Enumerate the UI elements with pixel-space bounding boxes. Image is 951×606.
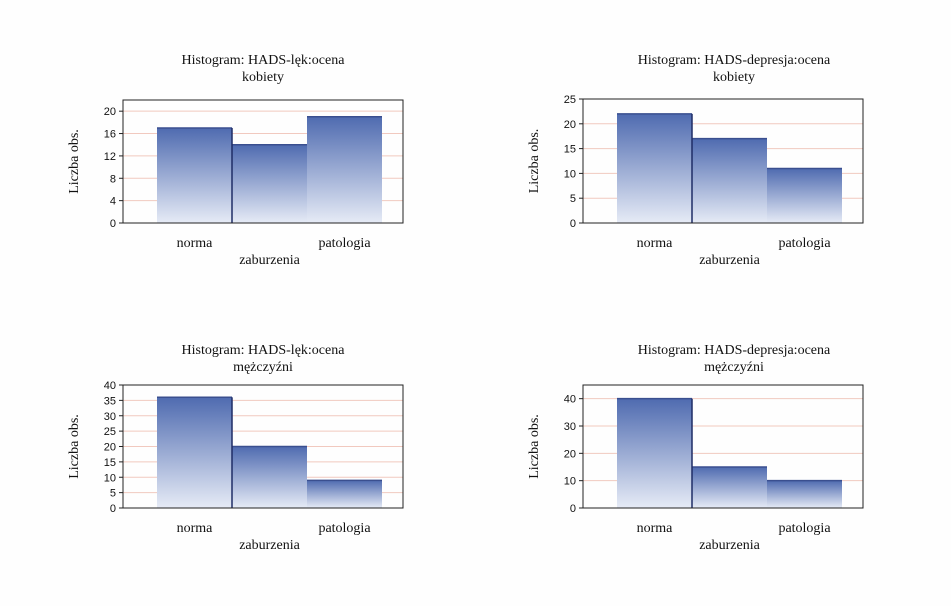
y-tick-label: 0 (110, 503, 116, 515)
bar-norma (617, 398, 692, 508)
chart-panel-4: Histogram: HADS-depresja:ocena mężczyźni 0… (527, 343, 864, 553)
y-axis-label: Liczba obs. (527, 129, 542, 194)
y-tick-label: 10 (104, 472, 116, 484)
chart-subtitle: kobiety (713, 70, 755, 85)
y-tick-label: 5 (570, 193, 576, 205)
chart-title: Histogram: HADS-depresja:ocena (638, 53, 831, 68)
bar-norma (617, 113, 692, 223)
y-tick-label: 0 (110, 218, 116, 230)
y-tick-label: 40 (564, 394, 576, 406)
y-tick-label: 16 (104, 129, 116, 141)
y-tick-label: 30 (104, 411, 116, 423)
bar-patologia (767, 168, 842, 223)
x-category-label-patologia: patologia (778, 236, 831, 251)
y-tick-label: 10 (564, 476, 576, 488)
bar-norma (157, 127, 232, 223)
bar-zaburzenia (692, 138, 767, 223)
y-axis-label: Liczba obs. (67, 129, 82, 194)
x-category-label-norma: norma (637, 236, 674, 251)
bar-zaburzenia (232, 446, 307, 508)
y-axis-label: Liczba obs. (527, 414, 542, 479)
y-tick-label: 4 (110, 196, 116, 208)
bar-patologia (307, 116, 382, 223)
bar-norma (157, 397, 232, 508)
x-category-label-patologia: patologia (778, 521, 831, 536)
x-category-label-norma: norma (637, 521, 674, 536)
y-tick-label: 35 (104, 395, 116, 407)
bar-patologia (307, 480, 382, 508)
y-tick-label: 8 (110, 173, 116, 185)
x-category-label-zaburzenia: zaburzenia (699, 253, 760, 268)
y-tick-label: 0 (570, 503, 576, 515)
x-category-label-zaburzenia: zaburzenia (699, 538, 760, 553)
y-tick-label: 0 (570, 218, 576, 230)
y-tick-label: 12 (104, 151, 116, 163)
y-tick-label: 25 (564, 94, 576, 106)
chart-panel-2: Histogram: HADS-depresja:ocena kobiety 0 5 1… (527, 53, 864, 268)
y-tick-label: 15 (104, 457, 116, 469)
x-category-label-patologia: patologia (318, 521, 371, 536)
chart-title: Histogram: HADS-lęk:ocena (182, 343, 346, 358)
y-tick-label: 15 (564, 144, 576, 156)
x-category-label-patologia: patologia (318, 236, 371, 251)
y-tick-label: 20 (104, 442, 116, 454)
y-tick-label: 10 (564, 168, 576, 180)
plot-frame (122, 99, 404, 224)
chart-subtitle: kobiety (242, 70, 284, 85)
bar-zaburzenia (232, 144, 307, 223)
y-tick-label: 20 (104, 106, 116, 118)
chart-subtitle: mężczyźni (704, 360, 764, 375)
y-tick-label: 20 (564, 448, 576, 460)
bar-patologia (767, 480, 842, 508)
plot-frame (582, 384, 864, 509)
chart-title: Histogram: HADS-lęk:ocena (182, 53, 346, 68)
x-category-label-norma: norma (177, 236, 214, 251)
plot-frame (582, 98, 864, 224)
chart-title: Histogram: HADS-depresja:ocena (638, 343, 831, 358)
y-tick-label: 25 (104, 426, 116, 438)
bar-zaburzenia (692, 467, 767, 508)
y-tick-label: 5 (110, 488, 116, 500)
chart-subtitle: mężczyźni (233, 360, 293, 375)
chart-panel-3: Histogram: HADS-lęk:ocena mężczyźni 0 5 10 15… (67, 343, 404, 553)
y-tick-label: 30 (564, 421, 576, 433)
y-tick-label: 40 (104, 380, 116, 392)
chart-panel-1: Histogram: HADS-lęk:ocena kobiety 0 4 8 12 16 2… (67, 53, 404, 268)
y-axis-label: Liczba obs. (67, 414, 82, 479)
x-category-label-zaburzenia: zaburzenia (239, 538, 300, 553)
x-category-label-norma: norma (177, 521, 214, 536)
y-tick-label: 20 (564, 119, 576, 131)
x-category-label-zaburzenia: zaburzenia (239, 253, 300, 268)
